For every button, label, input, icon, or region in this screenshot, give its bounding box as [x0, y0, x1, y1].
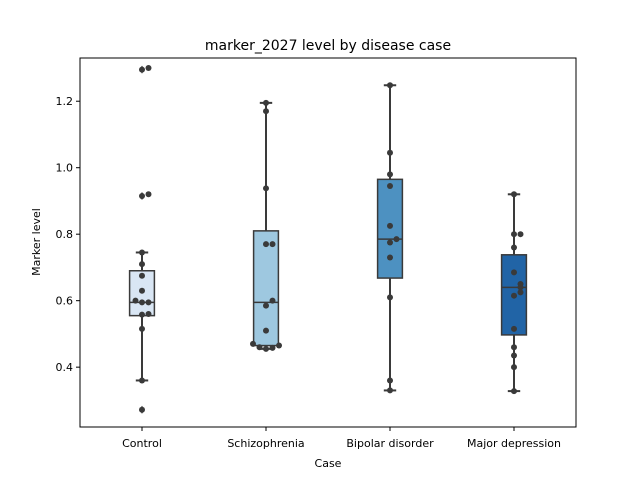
- data-point: [517, 281, 524, 288]
- data-point: [145, 299, 152, 306]
- y-tick-label: 1.2: [56, 95, 74, 108]
- data-point: [511, 244, 517, 251]
- swarm-group: [132, 64, 152, 413]
- data-point: [139, 299, 145, 306]
- data-point: [269, 344, 276, 351]
- data-point: [511, 344, 517, 351]
- data-point: [511, 292, 517, 299]
- data-point: [263, 108, 269, 115]
- data-point: [263, 241, 269, 248]
- data-point: [269, 241, 276, 248]
- box: [500, 254, 528, 336]
- x-tick-label: Control: [122, 437, 162, 450]
- data-point: [387, 239, 393, 246]
- data-point: [387, 82, 393, 89]
- data-point: [132, 297, 139, 304]
- y-tick-label: 1.0: [56, 162, 74, 175]
- data-point: [276, 342, 282, 349]
- x-axis-label: Case: [315, 457, 342, 470]
- data-point: [139, 66, 145, 73]
- data-point: [139, 377, 145, 384]
- data-point: [263, 185, 269, 192]
- data-point: [145, 64, 152, 71]
- data-point: [387, 294, 393, 301]
- data-point: [139, 287, 145, 294]
- data-point: [145, 310, 152, 317]
- data-point: [517, 289, 524, 296]
- data-point: [139, 192, 145, 199]
- swarm-group: [250, 99, 282, 352]
- data-point: [263, 99, 269, 106]
- data-point: [139, 261, 145, 268]
- data-point: [263, 345, 269, 352]
- data-point: [263, 302, 269, 309]
- box-group: [252, 101, 280, 350]
- data-point: [139, 249, 145, 256]
- data-point: [511, 269, 517, 276]
- plot-frame: [79, 57, 577, 428]
- x-tick-label: Major depression: [467, 437, 561, 450]
- box-group: [500, 193, 528, 393]
- swarm-group: [511, 191, 524, 395]
- data-point: [250, 340, 256, 347]
- data-point: [393, 236, 400, 243]
- y-tick-label: 0.4: [56, 361, 74, 374]
- data-point: [139, 311, 145, 318]
- chart-marks: [128, 64, 528, 414]
- data-point: [387, 387, 393, 394]
- swarm-group: [387, 82, 400, 394]
- data-point: [139, 406, 145, 413]
- data-point: [387, 171, 393, 178]
- x-tick-label: Schizophrenia: [227, 437, 304, 450]
- data-point: [511, 325, 517, 332]
- data-point: [511, 352, 517, 359]
- y-axis: 0.4 0.6 0.8 1.0 1.2: [56, 95, 80, 374]
- y-tick-label: 0.8: [56, 228, 74, 241]
- box: [252, 230, 280, 347]
- y-tick-label: 0.6: [56, 295, 74, 308]
- data-point: [511, 231, 517, 238]
- data-point: [139, 325, 145, 332]
- data-point: [263, 327, 269, 334]
- data-point: [387, 149, 393, 156]
- data-point: [511, 388, 517, 395]
- x-axis: Control Schizophrenia Bipolar disorder Majo…: [122, 427, 561, 450]
- data-point: [387, 254, 393, 261]
- chart-title: marker_2027 level by disease case: [205, 38, 451, 54]
- data-point: [387, 377, 393, 384]
- data-point: [387, 182, 393, 189]
- y-axis-label: Marker level: [30, 208, 43, 276]
- data-point: [139, 272, 145, 279]
- data-point: [387, 222, 393, 229]
- data-point: [256, 344, 263, 351]
- data-point: [269, 297, 276, 304]
- data-point: [517, 231, 524, 238]
- data-point: [511, 364, 517, 371]
- box-group: [128, 65, 156, 414]
- data-point: [511, 191, 517, 198]
- data-point: [145, 191, 152, 198]
- x-tick-label: Bipolar disorder: [346, 437, 434, 450]
